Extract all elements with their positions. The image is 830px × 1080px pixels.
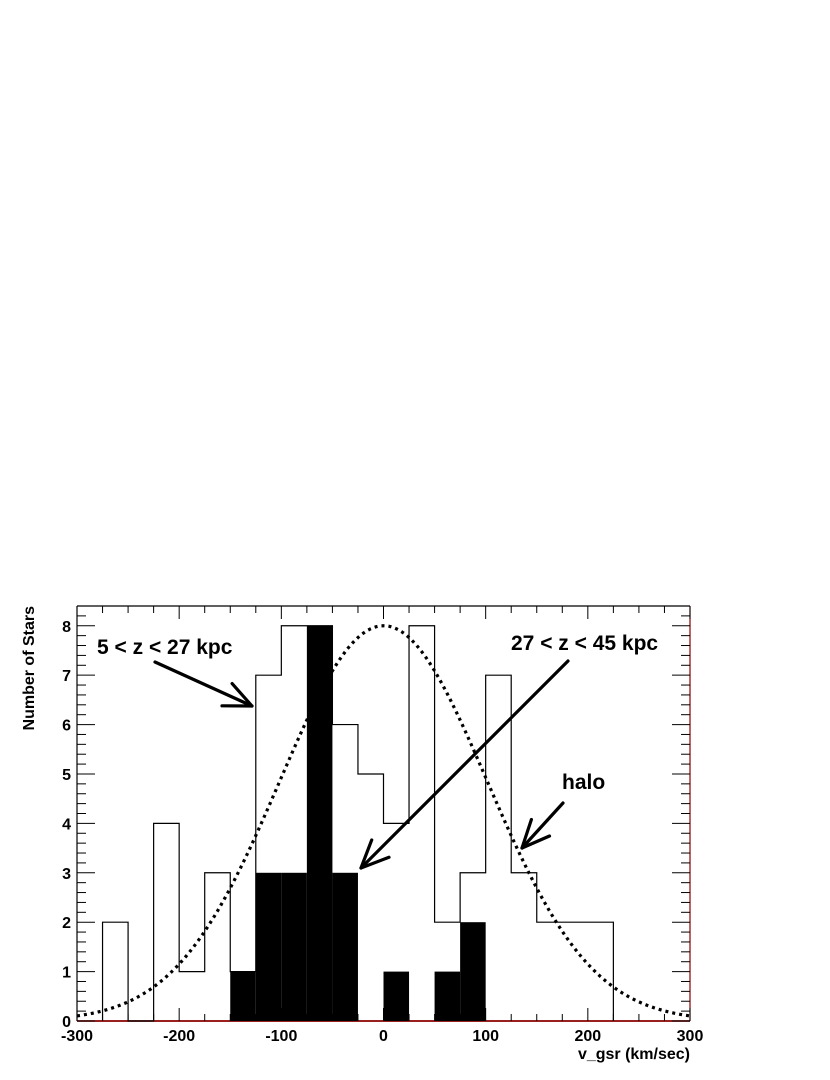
arrow-halo-head [520, 817, 552, 850]
filled-bar [434, 971, 461, 1021]
y-tick-label: 7 [62, 668, 71, 685]
filled-bar [383, 971, 410, 1021]
outline-bar [103, 922, 129, 1021]
y-tick-label: 8 [62, 619, 71, 636]
x-tick-label: -300 [61, 1028, 93, 1045]
x-tick-label: 200 [574, 1028, 601, 1045]
outline-bar [511, 873, 537, 1021]
y-axis-label: Number of Stars [21, 606, 38, 731]
x-tick-label: -100 [265, 1028, 297, 1045]
arrow-halo-shaft [520, 801, 565, 850]
y-tick-label: 0 [62, 1014, 71, 1031]
arrow-27-45kpc [359, 659, 570, 870]
y-tick-label: 2 [62, 915, 71, 932]
x-tick-label: -200 [163, 1028, 195, 1045]
outline-bar [205, 873, 231, 1021]
arrow-27-45kpc-head [359, 838, 391, 870]
outline-bar [179, 972, 205, 1021]
halo-gaussian-curve [76, 624, 691, 1018]
outline-histogram-line [101, 625, 614, 1022]
outline-bar [154, 823, 180, 1021]
arrow-27-45kpc-shaft [359, 659, 570, 870]
annotation-5-27kpc: 5 < z < 27 kpc [97, 636, 233, 659]
y-tick-label: 4 [62, 816, 71, 833]
outline-bar [486, 675, 512, 1021]
arrow-5-27kpc [153, 660, 254, 708]
outline-bar [588, 922, 614, 1021]
y-tick-label: 5 [62, 767, 71, 784]
arrow-halo [520, 801, 565, 850]
x-tick-label: 300 [677, 1028, 704, 1045]
outline-bar [562, 922, 588, 1021]
y-tick-label: 1 [62, 965, 71, 982]
x-tick-label: 0 [379, 1028, 388, 1045]
outline-bar [409, 626, 435, 1021]
arrow-5-27kpc-head [220, 681, 254, 708]
y-tick-label: 3 [62, 866, 71, 883]
outline-bar [358, 774, 384, 1021]
filled-bar [255, 872, 282, 1021]
filled-bar [332, 872, 358, 1021]
x-tick-label: 100 [472, 1028, 499, 1045]
outline-bar [537, 922, 563, 1021]
annotation-27-45kpc: 27 < z < 45 kpc [511, 632, 658, 655]
annotation-halo: halo [562, 771, 605, 794]
filled-bar [306, 625, 333, 1021]
filled-bar [460, 922, 486, 1021]
arrow-5-27kpc-shaft [153, 660, 254, 708]
filled-bar [230, 971, 256, 1021]
y-tick-label: 6 [62, 718, 71, 735]
filled-bar [281, 872, 307, 1021]
x-axis-label: v_gsr (km/sec) [578, 1046, 690, 1063]
